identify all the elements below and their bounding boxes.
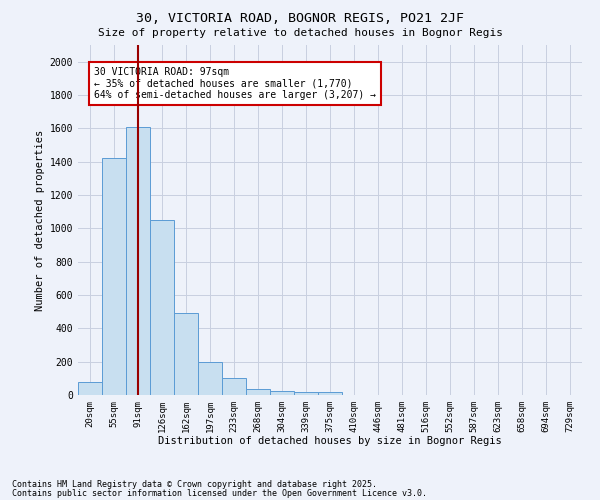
Bar	[318, 392, 342, 395]
Bar	[270, 391, 294, 395]
Bar	[174, 314, 198, 395]
Bar	[246, 389, 270, 395]
Bar	[150, 220, 174, 395]
Bar	[294, 392, 318, 395]
Bar	[78, 382, 102, 395]
Text: 30 VICTORIA ROAD: 97sqm
← 35% of detached houses are smaller (1,770)
64% of semi: 30 VICTORIA ROAD: 97sqm ← 35% of detache…	[94, 66, 376, 100]
Bar	[198, 362, 222, 395]
X-axis label: Distribution of detached houses by size in Bognor Regis: Distribution of detached houses by size …	[158, 436, 502, 446]
Text: Contains public sector information licensed under the Open Government Licence v3: Contains public sector information licen…	[12, 488, 427, 498]
Text: Contains HM Land Registry data © Crown copyright and database right 2025.: Contains HM Land Registry data © Crown c…	[12, 480, 377, 489]
Text: 30, VICTORIA ROAD, BOGNOR REGIS, PO21 2JF: 30, VICTORIA ROAD, BOGNOR REGIS, PO21 2J…	[136, 12, 464, 26]
Bar	[222, 378, 246, 395]
Text: Size of property relative to detached houses in Bognor Regis: Size of property relative to detached ho…	[97, 28, 503, 38]
Bar	[126, 126, 150, 395]
Bar	[102, 158, 126, 395]
Y-axis label: Number of detached properties: Number of detached properties	[35, 130, 46, 310]
